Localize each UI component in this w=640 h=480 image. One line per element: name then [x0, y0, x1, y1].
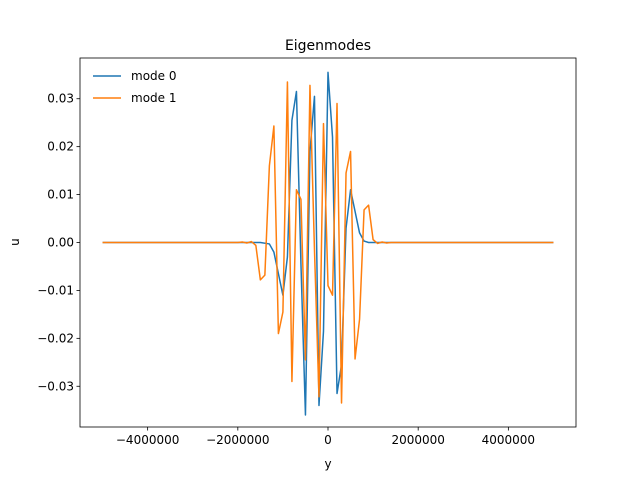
y-tick-label: 0.02 [47, 140, 74, 154]
y-tick-label: 0.01 [47, 188, 74, 202]
x-tick-label: 2000000 [391, 433, 444, 447]
legend: mode 0 mode 1 [93, 69, 176, 105]
legend-label-mode-1: mode 1 [131, 91, 176, 105]
x-tick-label: 4000000 [482, 433, 535, 447]
y-tick-label: −0.03 [37, 379, 74, 393]
x-tick-label: 0 [324, 433, 332, 447]
x-tick-label: −2000000 [206, 433, 270, 447]
y-tick-label: −0.02 [37, 331, 74, 345]
y-tick-label: −0.01 [37, 283, 74, 297]
x-tick-label: −4000000 [116, 433, 180, 447]
series-layer [102, 71, 554, 416]
x-axis-label: y [324, 457, 331, 471]
y-axis-label: u [8, 238, 22, 246]
x-axis-ticks: −4000000 −2000000 0 2000000 4000000 [116, 427, 535, 447]
series-line-mode-1 [102, 81, 554, 404]
y-axis-ticks: −0.03 −0.02 −0.01 0.00 0.01 0.02 0.03 [37, 92, 80, 393]
y-tick-label: 0.00 [47, 236, 74, 250]
chart-title: Eigenmodes [285, 38, 371, 54]
y-tick-label: 0.03 [47, 92, 74, 106]
legend-label-mode-0: mode 0 [131, 69, 176, 83]
